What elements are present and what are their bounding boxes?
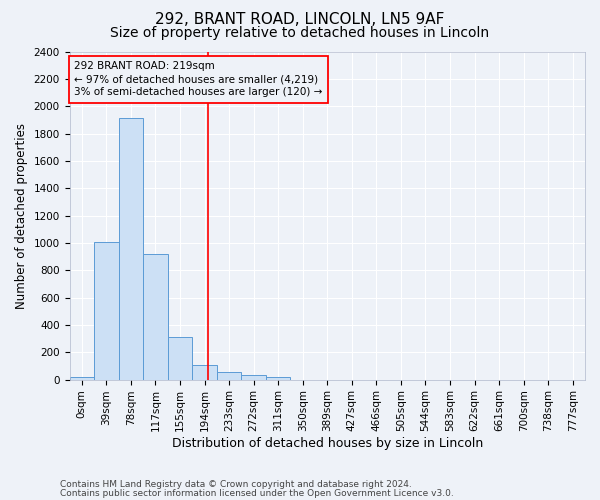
Bar: [192, 364, 217, 380]
Bar: [241, 375, 266, 380]
Bar: [143, 254, 168, 380]
Text: 292 BRANT ROAD: 219sqm
← 97% of detached houses are smaller (4,219)
3% of semi-d: 292 BRANT ROAD: 219sqm ← 97% of detached…: [74, 61, 322, 98]
Text: Size of property relative to detached houses in Lincoln: Size of property relative to detached ho…: [110, 26, 490, 40]
Y-axis label: Number of detached properties: Number of detached properties: [15, 122, 28, 308]
Bar: [94, 242, 119, 380]
Bar: [119, 118, 143, 380]
X-axis label: Distribution of detached houses by size in Lincoln: Distribution of detached houses by size …: [172, 437, 483, 450]
Text: 292, BRANT ROAD, LINCOLN, LN5 9AF: 292, BRANT ROAD, LINCOLN, LN5 9AF: [155, 12, 445, 28]
Bar: [266, 377, 290, 380]
Text: Contains HM Land Registry data © Crown copyright and database right 2024.: Contains HM Land Registry data © Crown c…: [60, 480, 412, 489]
Text: Contains public sector information licensed under the Open Government Licence v3: Contains public sector information licen…: [60, 489, 454, 498]
Bar: [70, 377, 94, 380]
Bar: [168, 336, 192, 380]
Bar: [217, 372, 241, 380]
